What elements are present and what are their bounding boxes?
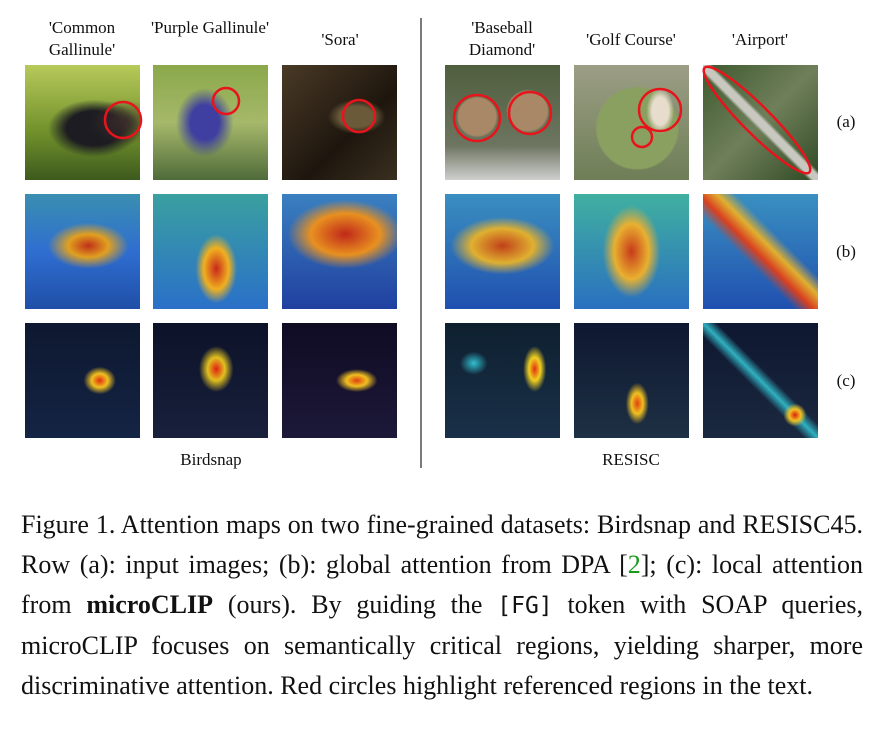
global-attention-map [25, 194, 140, 309]
caption-text: ; (c): local attention from [21, 550, 864, 619]
token: [FG] [497, 593, 553, 619]
group-label: Birdsnap [180, 450, 242, 469]
input-image [153, 65, 268, 180]
row-label: (c) [836, 371, 856, 390]
global-attention-map [153, 194, 268, 309]
local-attention-map [25, 323, 140, 438]
local-attention-map [153, 323, 268, 438]
bracket: [ [619, 550, 628, 579]
bracket: ] [640, 550, 650, 579]
caption-text: (ours). By guiding the [213, 590, 498, 619]
global-attention-map [282, 194, 397, 309]
input-image [703, 65, 818, 180]
column-label: 'Purple Gallinule' [150, 18, 270, 37]
highlight-circle [103, 100, 143, 140]
highlight-circle [341, 98, 377, 134]
annotation-layer [103, 18, 812, 468]
group-label: RESISC [602, 450, 660, 469]
highlight-circle [630, 125, 654, 149]
global-attention-map [703, 194, 818, 309]
column-label: 'Airport' [731, 30, 789, 49]
input-image [445, 65, 560, 180]
global-attention-map [445, 194, 560, 309]
highlight-circle [507, 90, 553, 136]
column-label: 'Golf Course' [586, 30, 676, 49]
highlight-ellipse [702, 65, 812, 175]
local-attention-map [282, 323, 397, 438]
row-label: (b) [836, 242, 856, 261]
input-image [282, 65, 397, 180]
column-label: 'Baseball Diamond' [468, 18, 536, 59]
local-attention-map [703, 323, 818, 438]
caption: Figure 1. Attention maps on two fine-gra… [21, 505, 863, 706]
highlight-circle [452, 93, 502, 143]
highlight-circle [211, 86, 241, 116]
column-label: 'Common Gallinule' [48, 18, 116, 59]
global-attention-map [574, 194, 689, 309]
local-attention-map [574, 323, 689, 438]
citation[interactable]: [2] [619, 550, 649, 579]
column-label: 'Sora' [321, 30, 359, 49]
method-name: microCLIP [86, 590, 213, 619]
local-attention-map [445, 323, 560, 438]
highlight-circle [637, 87, 683, 133]
caption-text: token with SOAP queries, microCLIP focus… [21, 590, 863, 700]
input-image [25, 65, 140, 180]
caption-text: Figure 1. Attention maps on two fine-gra… [21, 510, 863, 579]
row-label: (a) [836, 112, 856, 131]
citation-number[interactable]: 2 [627, 550, 641, 579]
input-image [574, 65, 689, 180]
